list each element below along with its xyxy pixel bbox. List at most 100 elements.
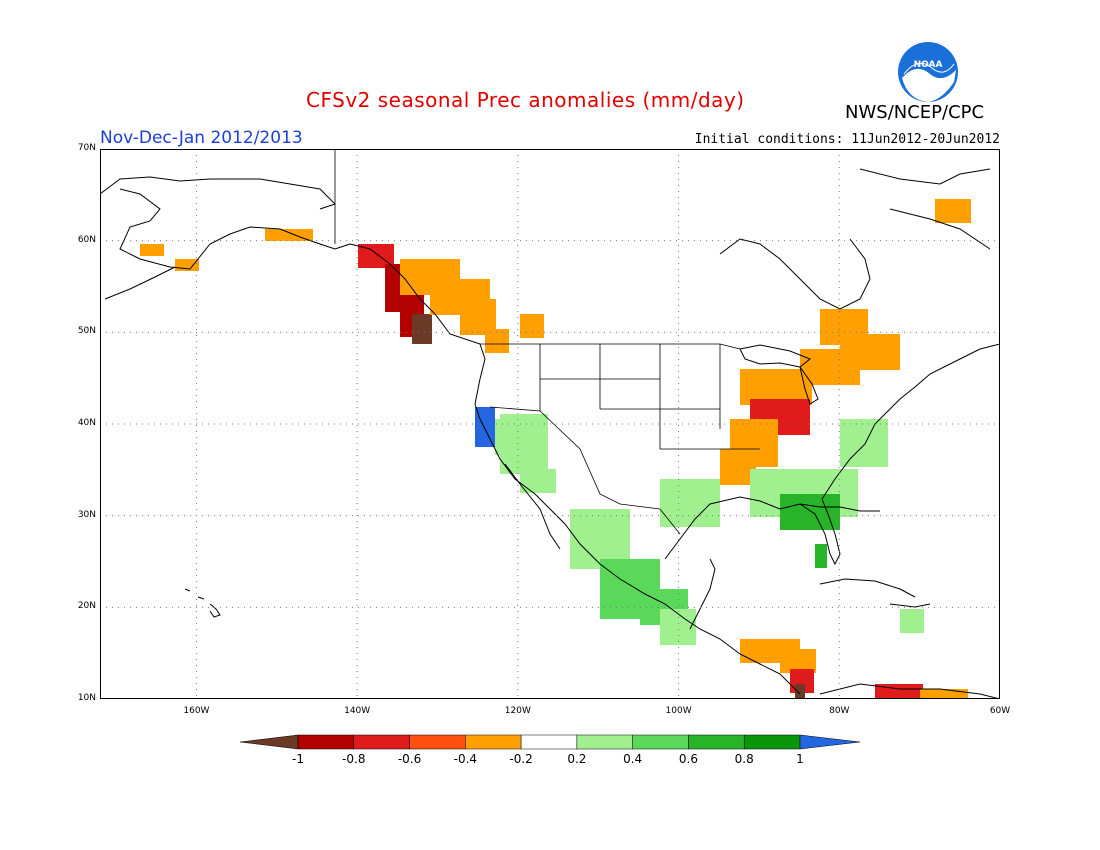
anomaly-cell xyxy=(600,595,612,607)
anomaly-cell xyxy=(848,373,860,385)
anomaly-cell xyxy=(864,334,876,346)
anomaly-cell xyxy=(664,589,676,601)
anomaly-cell xyxy=(732,449,744,461)
anomaly-cell xyxy=(600,583,612,595)
anomaly-cell xyxy=(430,291,442,303)
chart-title-text: CFSv2 seasonal Prec anomalies (mm/day) xyxy=(306,88,745,112)
anomaly-cell xyxy=(422,314,432,324)
anomaly-cell xyxy=(846,493,858,505)
anomaly-cell xyxy=(876,419,888,431)
anomaly-cell xyxy=(935,199,947,211)
anomaly-cell xyxy=(798,411,810,423)
anomaly-cell xyxy=(766,431,778,443)
anomaly-cell xyxy=(947,199,959,211)
anomaly-cell xyxy=(820,333,832,345)
anomaly-cell xyxy=(708,515,720,527)
anomaly-cell xyxy=(495,443,507,455)
anomaly-cell xyxy=(720,461,732,473)
anomaly-cell xyxy=(840,334,852,346)
anomaly-cell xyxy=(422,334,432,344)
anomaly-cell xyxy=(524,450,536,462)
anomaly-cell xyxy=(876,358,888,370)
anomaly-cell xyxy=(466,279,478,291)
anomaly-cell xyxy=(804,649,816,661)
anomaly-cell xyxy=(887,684,899,696)
anomaly-cell xyxy=(852,334,864,346)
anomaly-cell xyxy=(536,438,548,450)
anomaly-cell xyxy=(795,694,805,699)
anomaly-cell xyxy=(544,481,556,493)
anomaly-cell xyxy=(742,419,754,431)
colorbar-label: 0.2 xyxy=(567,752,587,766)
anomaly-cell xyxy=(485,341,497,353)
anomaly-cell xyxy=(520,314,532,326)
anomaly-cell xyxy=(277,229,289,241)
anomaly-cell xyxy=(912,609,924,621)
anomaly-cell xyxy=(400,271,412,283)
anomaly-cell xyxy=(612,595,624,607)
anomaly-cell xyxy=(900,609,912,621)
anomaly-cell xyxy=(762,399,774,411)
anomaly-cell xyxy=(786,399,798,411)
anomaly-cell xyxy=(764,369,776,381)
anomaly-cell xyxy=(594,509,606,521)
anomaly-cell xyxy=(358,244,370,256)
initial-conditions: Initial conditions: 11Jun2012-20Jun2012 xyxy=(694,132,1000,147)
anomaly-cell xyxy=(636,571,648,583)
anomaly-cell xyxy=(684,479,696,491)
anomaly-cell xyxy=(764,639,776,651)
anomaly-cell xyxy=(606,545,618,557)
anomaly-cell xyxy=(944,689,956,699)
anomaly-cell xyxy=(876,346,888,358)
gridlines xyxy=(100,149,1000,699)
anomaly-cell xyxy=(790,669,802,681)
anomaly-cell xyxy=(582,509,594,521)
anomaly-cell xyxy=(932,689,944,699)
anomaly-cell xyxy=(612,559,624,571)
anomaly-cell xyxy=(430,303,442,315)
anomaly-cell xyxy=(888,334,900,346)
anomaly-cell xyxy=(887,696,899,699)
anomaly-cell xyxy=(804,494,816,506)
anomaly-cell xyxy=(832,321,844,333)
anomaly-cell xyxy=(792,518,804,530)
anomaly-cell xyxy=(876,443,888,455)
anomaly-cell xyxy=(815,544,827,556)
anomaly-cell xyxy=(708,503,720,515)
anomaly-cell xyxy=(544,469,556,481)
borders xyxy=(334,149,760,535)
anomaly-cell xyxy=(864,431,876,443)
anomaly-cell xyxy=(400,283,412,295)
anomaly-cell xyxy=(844,321,856,333)
anomaly-cell xyxy=(672,621,684,633)
anomaly-cell xyxy=(594,533,606,545)
anomaly-cell xyxy=(844,309,856,321)
anomaly-cell xyxy=(786,411,798,423)
anomaly-cell xyxy=(852,455,864,467)
anomaly-cell xyxy=(594,521,606,533)
lat-label: 70N xyxy=(77,143,96,153)
anomaly-cell xyxy=(780,649,792,661)
anomaly-cell xyxy=(624,559,636,571)
anomaly-cell xyxy=(762,469,774,481)
anomaly-cell xyxy=(828,518,840,530)
anomaly-cell xyxy=(618,545,630,557)
anomaly-cell xyxy=(876,334,888,346)
anomaly-cell xyxy=(454,279,466,291)
coastlines xyxy=(100,168,1000,699)
anomaly-cell xyxy=(606,533,618,545)
colorbar-segment xyxy=(353,734,410,750)
anomaly-cell xyxy=(848,349,860,361)
anomaly-cell xyxy=(618,533,630,545)
anomaly-cell xyxy=(856,309,868,321)
anomaly-cell xyxy=(740,639,752,651)
anomaly-cell xyxy=(888,358,900,370)
anomaly-cell xyxy=(385,264,397,276)
anomaly-cell xyxy=(720,473,732,485)
lon-label: 60W xyxy=(989,706,1011,716)
anomaly-cell xyxy=(412,259,424,271)
anomaly-cell xyxy=(484,311,496,323)
noaa-logo: NOAA xyxy=(898,42,958,102)
anomaly-cell xyxy=(810,469,822,481)
anomaly-cell xyxy=(582,521,594,533)
